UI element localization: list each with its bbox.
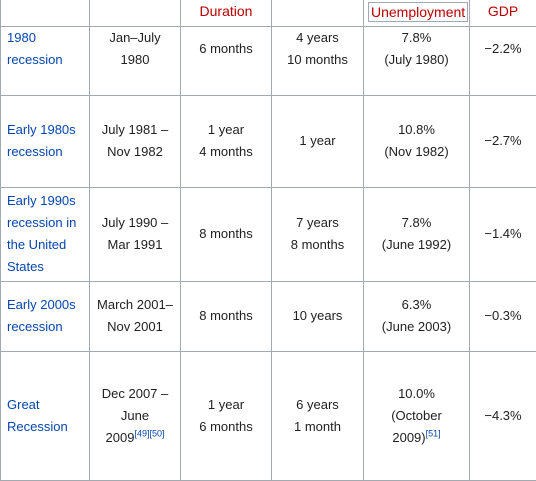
table-row: Early 1980s recession July 1981 – Nov 1982… (0, 94, 536, 188)
unemployment-cell: 6.3% (June 2003) (363, 280, 470, 352)
header-empty-dates (89, 0, 181, 27)
period-cell: 10 years (271, 280, 364, 352)
dates-cell: July 1981 – Nov 1982 (89, 94, 181, 188)
gdp-cell: −2.7% (469, 94, 536, 188)
citation-link[interactable]: [51] (425, 428, 441, 439)
gdp-cell: −2.2% (469, 25, 536, 96)
duration-cell: 8 months (180, 186, 272, 282)
period-cell: 1 year (271, 94, 364, 188)
recession-name-cell[interactable]: Great Recession (0, 350, 90, 481)
duration-cell: 8 months (180, 280, 272, 352)
dates-cell: Dec 2007 – June 2009[49][50] (89, 350, 181, 481)
table-row: Early 1990s recession in the United States … (0, 186, 536, 282)
duration-cell: 1 year 6 months (180, 350, 272, 481)
gdp-cell: −4.3% (469, 350, 536, 481)
gdp-cell: −0.3% (469, 280, 536, 352)
table-row: Early 2000s recession March 2001– Nov 2001… (0, 280, 536, 352)
header-duration[interactable]: Duration (180, 0, 272, 27)
dates-cell: Jan–July 1980 (89, 25, 181, 96)
header-row: Duration Unemployment GDP (0, 0, 536, 27)
recession-link[interactable]: Early 2000s recession (7, 297, 76, 334)
recession-name-cell[interactable]: Early 1980s recession (0, 94, 90, 188)
recession-name-cell[interactable]: 1980 recession (0, 25, 90, 96)
table-row: Great Recession Dec 2007 – June 2009[49][50… (0, 350, 536, 481)
period-cell: 6 years 1 month (271, 350, 364, 481)
header-gdp[interactable]: GDP (469, 0, 536, 27)
period-cell: 4 years 10 months (271, 25, 364, 96)
recession-name-cell[interactable]: Early 2000s recession (0, 280, 90, 352)
recession-link[interactable]: Early 1990s recession in the United States (7, 193, 77, 274)
header-unemployment[interactable]: Unemployment (363, 0, 470, 27)
header-empty-period (271, 0, 364, 27)
recession-link[interactable]: 1980 recession (7, 29, 63, 67)
citation-link[interactable]: [49][50] (134, 428, 165, 439)
unemployment-cell: 7.8% (July 1980) (363, 25, 470, 96)
recession-link[interactable]: Early 1980s recession (7, 122, 76, 159)
unemployment-cell: 10.8% (Nov 1982) (363, 94, 470, 188)
dates-cell: March 2001– Nov 2001 (89, 280, 181, 352)
duration-cell: 1 year 4 months (180, 94, 272, 188)
dates-cell: July 1990 – Mar 1991 (89, 186, 181, 282)
gdp-cell: −1.4% (469, 186, 536, 282)
unemployment-cell: 10.0% (October 2009)[51] (363, 350, 470, 481)
header-empty-name (0, 0, 90, 27)
table-row: 1980 recession Jan–July 1980 6 months 4 ye… (0, 25, 536, 96)
duration-cell: 6 months (180, 25, 272, 96)
period-cell: 7 years 8 months (271, 186, 364, 282)
recession-name-cell[interactable]: Early 1990s recession in the United States (0, 186, 90, 282)
recession-link[interactable]: Great Recession (7, 396, 68, 434)
unemployment-cell: 7.8% (June 1992) (363, 186, 470, 282)
